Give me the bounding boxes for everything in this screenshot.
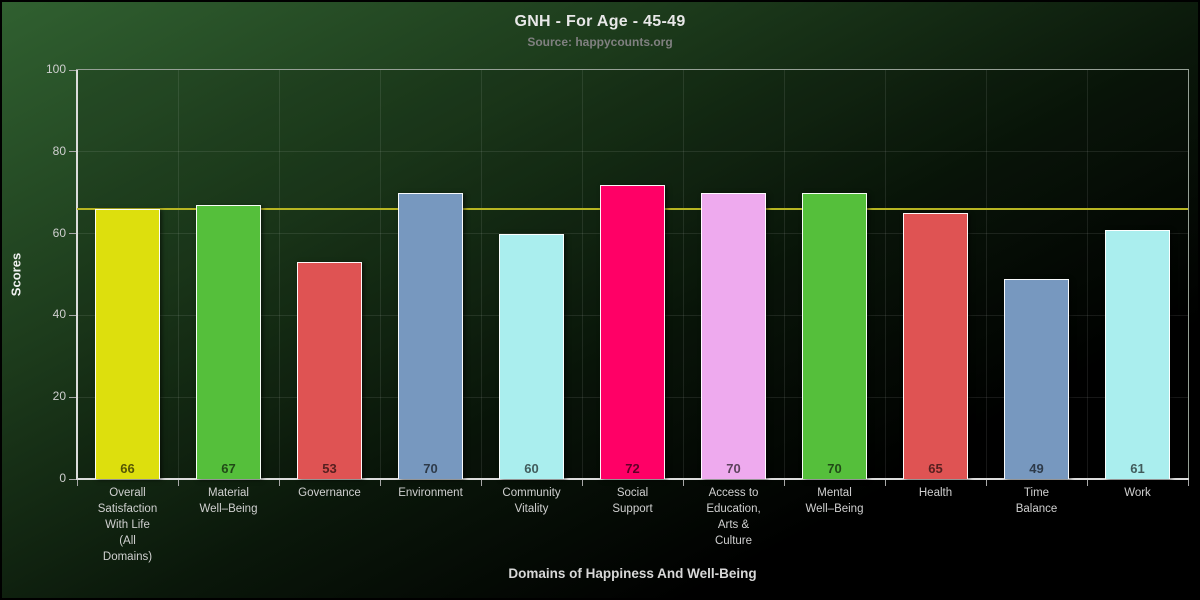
category-label-line: Community (502, 487, 561, 499)
category-label-line: Time (1023, 487, 1050, 499)
x-axis-title: Domains of Happiness And Well-Being (508, 566, 757, 581)
bar-value-label: 61 (1130, 461, 1145, 476)
category-label-line: Mental (817, 487, 852, 499)
x-tick-mark (582, 480, 583, 486)
category-label-line: Satisfaction (97, 503, 158, 515)
category-label-line: Work (1124, 487, 1151, 499)
x-gridline (682, 70, 684, 479)
y-tick-label: 80 (52, 143, 66, 158)
category-label-line: Environment (398, 487, 463, 499)
bar-value-label: 60 (524, 461, 539, 476)
y-tick-label: 100 (45, 62, 66, 76)
y-tick-mark (69, 69, 76, 71)
bar-value-label: 70 (423, 461, 438, 476)
bar[interactable]: 70 (398, 192, 463, 479)
x-gridline (1086, 70, 1088, 479)
category-label-line: Well–Being (199, 503, 258, 515)
x-tick-mark (178, 480, 179, 486)
bar[interactable]: 70 (802, 192, 867, 479)
category-label-line: Domains) (102, 551, 153, 563)
category-label-line: Material (208, 487, 249, 499)
category-label-line: Balance (1015, 503, 1058, 515)
category-label-line: Governance (298, 487, 361, 499)
plot-area: 66 67 53 70 60 72 70 70 65 49 61 (77, 70, 1188, 479)
category-label: Time Balance (986, 485, 1087, 517)
category-label: Overall Satisfaction With Life (All Domains) (77, 485, 178, 565)
category-label: Work (1087, 485, 1188, 501)
bar[interactable]: 61 (1105, 229, 1170, 479)
y-tick-label: 60 (52, 225, 66, 240)
y-tick-mark (69, 396, 76, 398)
y-tick-mark (69, 151, 76, 153)
y-tick-label: 0 (59, 471, 66, 485)
x-gridline (581, 70, 583, 479)
bar-value-label: 66 (120, 461, 135, 476)
category-label-line: Social (616, 487, 649, 499)
x-tick-mark (986, 480, 987, 486)
bar-value-label: 72 (625, 461, 640, 476)
x-gridline (985, 70, 987, 479)
bar-value-label: 70 (827, 461, 842, 476)
category-label-line: Access to (708, 487, 759, 499)
chart-title: GNH - For Age - 45-49 (514, 13, 686, 30)
x-tick-mark (77, 480, 78, 486)
category-label-line: With Life (105, 519, 150, 531)
y-tick-mark (69, 314, 76, 316)
category-label: Environment (380, 485, 481, 501)
x-tick-mark (1188, 480, 1189, 486)
category-label: Community Vitality (481, 485, 582, 517)
y-tick-label: 40 (52, 307, 66, 322)
bar-value-label: 49 (1029, 461, 1044, 476)
y-tick-mark (69, 478, 76, 480)
bar[interactable]: 67 (196, 204, 261, 479)
x-tick-mark (279, 480, 280, 486)
bar[interactable]: 49 (1004, 278, 1069, 479)
bar[interactable]: 70 (701, 192, 766, 479)
bar-value-label: 65 (928, 461, 943, 476)
category-label-line: Culture (714, 535, 753, 547)
y-tick-label: 20 (52, 389, 66, 404)
category-label-line: Education, (706, 503, 761, 515)
category-label-line: Arts & (717, 519, 750, 531)
category-label-line: Well–Being (805, 503, 864, 515)
x-tick-mark (683, 480, 684, 486)
category-label-line: Support (612, 503, 653, 515)
bar[interactable]: 65 (903, 213, 968, 479)
category-label-line: Overall (109, 487, 146, 499)
bar-value-label: 53 (322, 461, 337, 476)
x-tick-mark (784, 480, 785, 486)
x-tick-mark (481, 480, 482, 486)
category-label: Social Support (582, 485, 683, 517)
bar[interactable]: 72 (600, 184, 665, 479)
bar[interactable]: 53 (297, 262, 362, 479)
category-label: Access to Education, Arts & Culture (683, 485, 784, 549)
chart-subtitle: Source: happycounts.org (527, 35, 673, 49)
x-tick-mark (1087, 480, 1088, 486)
category-label: Material Well–Being (178, 485, 279, 517)
x-gridline (278, 70, 280, 479)
y-gridline (77, 151, 1188, 153)
x-tick-mark (380, 480, 381, 486)
bar[interactable]: 66 (95, 209, 160, 479)
x-gridline (177, 70, 179, 479)
bar[interactable]: 60 (499, 233, 564, 479)
x-tick-mark (885, 480, 886, 486)
category-label-line: Vitality (514, 503, 549, 515)
category-label-line: Health (918, 487, 953, 499)
x-gridline (884, 70, 886, 479)
category-label-line: (All (119, 535, 136, 547)
bar-value-label: 67 (221, 461, 236, 476)
category-label: Governance (279, 485, 380, 501)
x-gridline (379, 70, 381, 479)
bar-value-label: 70 (726, 461, 741, 476)
y-tick-mark (69, 233, 76, 235)
category-label: Mental Well–Being (784, 485, 885, 517)
x-gridline (480, 70, 482, 479)
x-gridline (783, 70, 785, 479)
category-label: Health (885, 485, 986, 501)
